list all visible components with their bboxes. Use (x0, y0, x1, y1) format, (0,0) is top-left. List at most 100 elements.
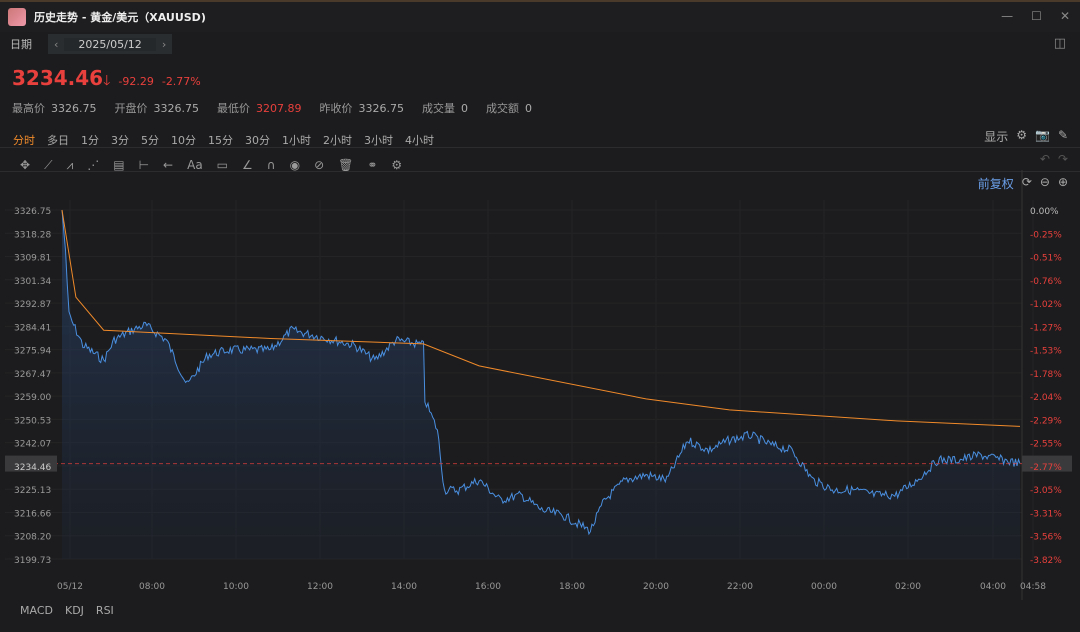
magnet-icon[interactable]: ∩ (266, 158, 276, 172)
pct-tick-label: -2.55% (1030, 440, 1062, 450)
stat-item: 成交额 0 (486, 100, 532, 116)
stat-value: 3207.89 (256, 102, 302, 115)
move-icon[interactable]: ✥ (20, 158, 31, 172)
stat-item: 成交量 0 (422, 100, 468, 116)
pct-tick-label: -0.25% (1030, 230, 1062, 240)
date-picker[interactable]: ‹ 2025/05/12 › (48, 34, 173, 54)
pencil-icon[interactable]: ✎ (1057, 128, 1068, 142)
stat-item: 开盘价 3326.75 (115, 100, 200, 116)
y-tick-label: 3275.94 (14, 347, 51, 357)
period-tab[interactable]: 30分 (245, 134, 270, 147)
y-tick-label: 3292.87 (14, 300, 51, 310)
indicator-tabs: MACD KDJ RSI (20, 604, 114, 617)
down-arrow-icon: 🡓 (103, 73, 111, 89)
hide-icon[interactable]: ⊘ (314, 158, 325, 172)
indicator-tab[interactable]: MACD (20, 604, 53, 617)
close-icon[interactable]: ✕ (1059, 9, 1070, 23)
period-tab[interactable]: 3小时 (364, 134, 393, 147)
pct-tick-label: -1.27% (1030, 323, 1062, 333)
x-tick-label: 08:00 (139, 582, 165, 592)
x-tick-label: 04:00 (980, 582, 1006, 592)
pct-tick-label: -0.76% (1030, 277, 1062, 287)
period-tab[interactable]: 1小时 (282, 134, 311, 147)
stat-value: 3326.75 (51, 102, 97, 115)
undo-icon[interactable]: ↶ (1039, 152, 1050, 166)
prev-date-button[interactable]: ‹ (54, 37, 59, 51)
period-tab[interactable]: 5分 (141, 134, 159, 147)
y-tick-label: 3318.28 (14, 230, 51, 240)
stat-label: 最低价 (217, 102, 250, 115)
comment-icon[interactable]: ▭ (216, 158, 229, 172)
period-tab[interactable]: 分时 (13, 134, 35, 147)
indicator-tab[interactable]: KDJ (64, 604, 84, 617)
date-value[interactable]: 2025/05/12 (64, 37, 156, 51)
period-tab[interactable]: 2小时 (323, 134, 352, 147)
pct-tick-label: -2.04% (1030, 393, 1062, 403)
y-tick-label: 3309.81 (14, 254, 51, 264)
settings-icon[interactable]: ⚙ (1016, 128, 1027, 142)
zoom-in-icon[interactable]: ⊕ (1057, 175, 1068, 189)
stat-label: 成交额 (486, 102, 519, 115)
fib-icon[interactable]: ▤ (113, 158, 125, 172)
window-title: 历史走势 - 黄金/美元（XAUUSD) (34, 11, 206, 24)
period-tab[interactable]: 4小时 (405, 134, 434, 147)
zoom-out-icon[interactable]: ⊖ (1039, 175, 1050, 189)
pct-tick-label: -2.77% (1030, 463, 1062, 473)
x-tick-label: 14:00 (391, 582, 417, 592)
pct-tick-label: 0.00% (1030, 207, 1059, 217)
maximize-icon[interactable]: ☐ (1031, 9, 1042, 23)
indicator-tab[interactable]: RSI (95, 604, 114, 617)
minimize-icon[interactable]: — (1001, 9, 1014, 23)
period-tab[interactable]: 15分 (208, 134, 233, 147)
trash-icon[interactable]: 🗑 (338, 158, 354, 172)
stat-label: 最高价 (12, 102, 45, 115)
text-tool[interactable]: Aa (187, 158, 203, 172)
panel-toggle-icon[interactable]: ◫ (1053, 36, 1066, 51)
eye-icon[interactable]: ◉ (289, 158, 301, 172)
stats-row: 最高价 3326.75 开盘价 3326.75 最低价 3207.89 昨收价 3326.75… (0, 94, 1080, 116)
period-tab[interactable]: 3分 (111, 134, 129, 147)
pct-tick-label: -3.31% (1030, 509, 1062, 519)
pct-tick-label: -1.53% (1030, 347, 1062, 357)
arrow-icon[interactable]: ← (163, 158, 174, 172)
pct-tick-label: -3.56% (1030, 533, 1062, 543)
price-line (61, 209, 1021, 536)
wave-icon[interactable]: ⋰ (87, 158, 100, 172)
stat-value: 3326.75 (153, 102, 200, 115)
settings-icon[interactable]: ⚙ (391, 158, 403, 172)
y-tick-label: 3199.73 (14, 556, 51, 566)
period-tab[interactable]: 10分 (171, 134, 196, 147)
x-tick-label: 20:00 (643, 582, 669, 592)
x-tick-label: 22:00 (727, 582, 753, 592)
pct-tick-label: -3.05% (1030, 486, 1062, 496)
camera-icon[interactable]: 📷 (1034, 128, 1050, 142)
price-chart[interactable]: 3326.75 0.00% 3318.28 -0.25% 3309.81 -0.51% 33… (0, 170, 1080, 600)
y-tick-label: 3267.47 (14, 370, 51, 380)
polyline-icon[interactable]: ⩘ (66, 157, 74, 172)
current-price-marker (5, 455, 57, 472)
trend-line-icon[interactable]: ⟋ (44, 157, 53, 172)
stat-label: 昨收价 (319, 102, 353, 115)
display-dropdown[interactable]: 显示 (984, 130, 1009, 144)
y-tick-label: 3234.46 (14, 463, 51, 473)
price-change-pct: -2.77% (161, 75, 201, 88)
y-tick-label: 3284.41 (14, 323, 51, 333)
pen-icon[interactable]: ∠ (242, 158, 253, 172)
reset-icon[interactable]: ⟳ (1021, 175, 1032, 189)
stat-value: 3326.75 (358, 102, 405, 115)
y-tick-label: 3326.75 (14, 207, 51, 217)
pct-tick-label: -0.51% (1030, 254, 1062, 264)
period-tab[interactable]: 1分 (81, 134, 99, 147)
period-tab[interactable]: 多日 (47, 134, 69, 147)
y-tick-label: 3259.00 (14, 393, 51, 403)
compare-icon[interactable]: ⚭ (367, 158, 378, 172)
measure-icon[interactable]: ⊢ (138, 158, 150, 172)
next-date-button[interactable]: › (161, 37, 167, 51)
drawing-toolbar: ✥ ⟋ ⩘ ⋰ ▤ ⊢ ← Aa ▭ ∠ ∩ ◉ ⊘ 🗑 ⚭ ⚙ (0, 148, 1080, 174)
y-tick-label: 3250.53 (14, 416, 51, 426)
y-tick-label: 3301.34 (14, 277, 51, 287)
average-line (61, 209, 1021, 427)
redo-icon[interactable]: ↷ (1057, 152, 1068, 166)
stat-item: 昨收价 3326.75 (320, 100, 405, 116)
adjust-mode[interactable]: 前复权 (977, 177, 1014, 191)
